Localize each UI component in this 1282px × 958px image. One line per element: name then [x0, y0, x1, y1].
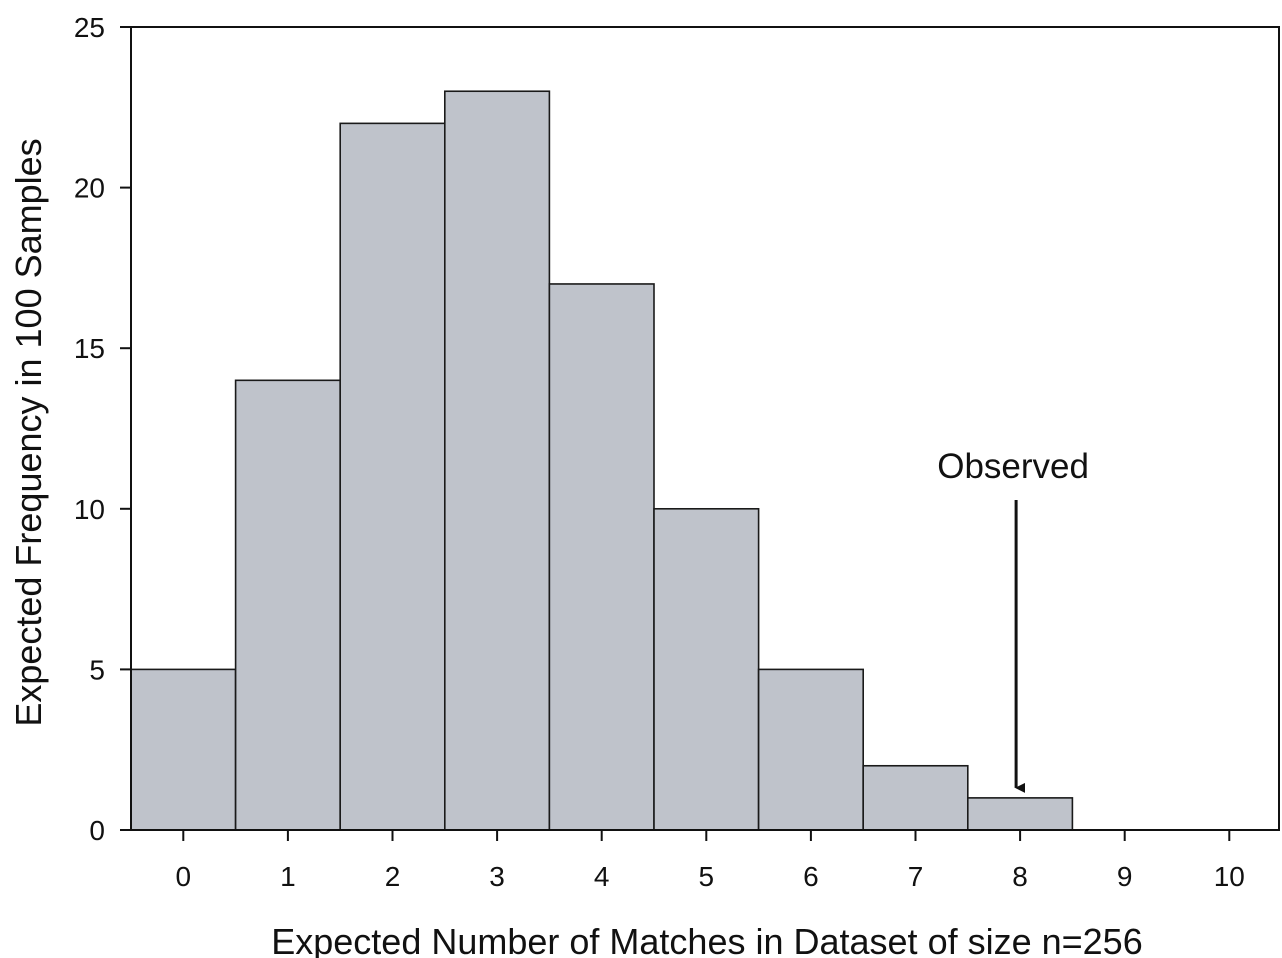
- y-tick-label: 0: [89, 815, 105, 846]
- y-tick-label: 25: [74, 12, 105, 43]
- y-tick-label: 15: [74, 333, 105, 364]
- x-tick-label: 2: [385, 861, 401, 892]
- y-tick-label: 20: [74, 173, 105, 204]
- bar-4: [548, 283, 655, 831]
- bar-0: [130, 668, 237, 831]
- annotation-label: Observed: [937, 447, 1089, 486]
- y-tick-label: 10: [74, 494, 105, 525]
- bar-3: [443, 90, 551, 831]
- bar-6: [757, 668, 864, 831]
- y-tick-label: 5: [89, 654, 105, 685]
- x-axis-title: Expected Number of Matches in Dataset of…: [271, 921, 1142, 958]
- bar-8: [966, 797, 1074, 831]
- x-tick-label: 9: [1117, 861, 1133, 892]
- x-tick-label: 6: [803, 861, 819, 892]
- x-tick-label: 10: [1214, 861, 1245, 892]
- x-tick-label: 4: [594, 861, 610, 892]
- x-tick-label: 8: [1012, 861, 1028, 892]
- y-axis-title: Expected Frequency in 100 Samples: [8, 138, 49, 726]
- x-axis-ticks: 0 1 2 3 4 5 6 7 8 9 10: [176, 830, 1245, 892]
- bar-7: [862, 764, 969, 831]
- x-tick-label: 5: [699, 861, 715, 892]
- bar-5: [653, 507, 760, 831]
- bar-1: [234, 379, 342, 831]
- x-tick-label: 1: [280, 861, 296, 892]
- x-tick-label: 7: [908, 861, 924, 892]
- plot-frame: [130, 26, 1280, 831]
- x-tick-label: 0: [176, 861, 192, 892]
- y-axis-ticks: 0 5 10 15 20 25: [74, 12, 131, 846]
- annotations-layer: Observed: [937, 447, 1089, 793]
- bar-2: [339, 122, 446, 831]
- bars-layer: [130, 90, 1074, 831]
- x-tick-label: 3: [489, 861, 505, 892]
